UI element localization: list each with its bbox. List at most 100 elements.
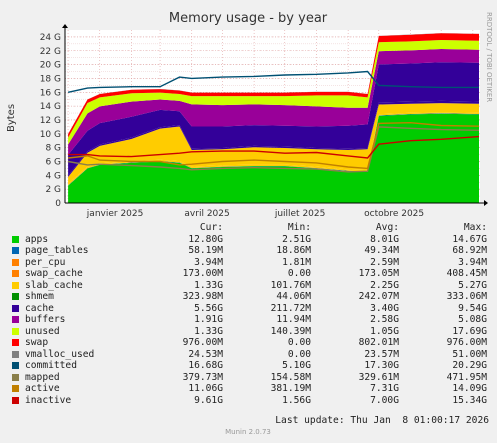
legend-min: 44.06M xyxy=(276,291,311,302)
legend-avg: 1.05G xyxy=(370,325,399,337)
y-ticks: 0 2 G 4 G 6 G 8 G 10 G 12 G 14 G 16 G 18 G 20 G 22 … xyxy=(40,33,62,209)
legend-avg: 8.01G xyxy=(370,233,399,245)
legend-swatch xyxy=(12,247,19,254)
legend-swatch xyxy=(12,270,19,277)
y-tick-label: 24 G xyxy=(40,33,61,43)
y-tick-label: 18 G xyxy=(40,74,61,84)
legend-name: swap xyxy=(25,337,49,348)
legend-name: mapped xyxy=(25,371,60,383)
legend-max: 15.34G xyxy=(452,394,487,406)
legend-row-cache: cache 5.56G 211.72M 3.40G 9.54G xyxy=(12,303,490,315)
legend-max: 5.27G xyxy=(458,279,487,291)
footer-version: Munin 2.0.73 xyxy=(225,428,271,436)
legend-max: 9.54G xyxy=(458,302,487,314)
legend-name: page_tables xyxy=(25,245,89,256)
legend-min: 0.00 xyxy=(287,348,311,360)
legend-max: 408.45M xyxy=(446,268,487,279)
legend-swatch xyxy=(12,396,19,404)
x-tick-label: juillet 2025 xyxy=(274,209,326,219)
y-tick-label: 20 G xyxy=(40,61,61,71)
legend-min: 11.94M xyxy=(276,314,311,325)
area-slab_cache xyxy=(68,103,479,184)
legend-row-apps: apps 12.80G 2.51G 8.01G 14.67G xyxy=(12,234,490,246)
legend-name: buffers xyxy=(25,314,66,325)
legend-max: 20.29G xyxy=(452,360,487,371)
legend-cur: 16.68G xyxy=(188,360,223,371)
x-tick-label: janvier 2025 xyxy=(86,209,144,219)
legend-name: per_cpu xyxy=(25,256,66,268)
legend-cur: 3.94M xyxy=(194,256,223,268)
legend-min: 381.19M xyxy=(270,383,311,394)
legend-min: 0.00 xyxy=(287,337,311,348)
legend-swatch xyxy=(12,235,19,243)
y-tick-label: 2 G xyxy=(45,185,61,195)
y-tick-label: 0 xyxy=(55,199,61,209)
legend-max: 14.67G xyxy=(452,233,487,245)
x-tick-label: avril 2025 xyxy=(184,209,229,219)
legend-row-mapped: mapped 379.73M 154.58M 329.61M 471.95M xyxy=(12,372,490,384)
legend-max: 68.92M xyxy=(452,245,487,256)
legend-swatch xyxy=(12,385,19,392)
legend-min: 1.56G xyxy=(282,394,311,406)
legend-row-vmalloc_used: vmalloc_used 24.53M 0.00 23.57M 51.00M xyxy=(12,349,490,361)
legend-header-avg: Avg: xyxy=(375,222,399,233)
legend-avg: 17.30G xyxy=(364,360,399,371)
legend-avg: 3.40G xyxy=(370,302,399,314)
legend-name: cache xyxy=(25,302,54,314)
legend-min: 18.86M xyxy=(276,245,311,256)
legend-name: shmem xyxy=(25,291,54,302)
legend-avg: 802.01M xyxy=(358,337,399,348)
x-axis-arrow xyxy=(484,200,488,206)
y-tick-label: 14 G xyxy=(40,102,61,112)
legend-cur: 9.61G xyxy=(194,394,223,406)
legend-swatch xyxy=(12,350,19,358)
legend-cur: 976.00M xyxy=(182,337,223,348)
legend-swatch xyxy=(12,373,19,381)
legend-max: 976.00M xyxy=(446,337,487,348)
legend-row-active: active 11.06G 381.19M 7.31G 14.09G xyxy=(12,383,490,395)
legend-avg: 173.05M xyxy=(358,268,399,279)
legend-name: inactive xyxy=(25,394,72,406)
legend-avg: 329.61M xyxy=(358,371,399,383)
legend-max: 5.08G xyxy=(458,314,487,325)
legend-min: 154.58M xyxy=(270,371,311,383)
legend-max: 51.00M xyxy=(452,348,487,360)
legend-header: Cur: Min: Avg: Max: xyxy=(12,222,490,234)
x-ticks: janvier 2025 avril 2025 juillet 2025 octobr… xyxy=(86,209,424,219)
legend-max: 3.94M xyxy=(458,256,487,268)
legend-swatch xyxy=(12,304,19,312)
legend-row-unused: unused 1.33G 140.39M 1.05G 17.69G xyxy=(12,326,490,338)
legend-avg: 2.58G xyxy=(370,314,399,325)
line-series xyxy=(67,70,480,173)
x-tick-label: octobre 2025 xyxy=(364,209,424,219)
y-tick-label: 4 G xyxy=(45,171,61,181)
last-update: Last update: Thu Jan 8 01:00:17 2026 xyxy=(275,415,489,426)
legend-avg: 23.57M xyxy=(364,348,399,360)
legend-min: 140.39M xyxy=(270,325,311,337)
legend-max: 17.69G xyxy=(452,325,487,337)
legend-header-max: Max: xyxy=(463,222,487,233)
legend-swatch xyxy=(12,293,19,300)
area-buffers xyxy=(68,49,479,155)
legend-cur: 323.98M xyxy=(182,291,223,302)
legend-row-buffers: buffers 1.91G 11.94M 2.58G 5.08G xyxy=(12,314,490,326)
legend-min: 1.81M xyxy=(282,256,311,268)
legend-name: unused xyxy=(25,325,60,337)
legend-cur: 58.19M xyxy=(188,245,223,256)
legend-avg: 242.07M xyxy=(358,291,399,302)
line-active xyxy=(68,121,480,170)
legend-min: 211.72M xyxy=(270,302,311,314)
y-tick-label: 22 G xyxy=(40,47,61,57)
legend-min: 101.76M xyxy=(270,279,311,291)
legend-cur: 24.53M xyxy=(188,348,223,360)
side-label: RRDTOOL / TOBI OETIKER xyxy=(485,12,493,102)
legend-row-committed: committed 16.68G 5.10G 17.30G 20.29G xyxy=(12,360,490,372)
legend-cur: 1.33G xyxy=(194,279,223,291)
y-tick-label: 10 G xyxy=(40,130,61,140)
legend-row-per_cpu: per_cpu 3.94M 1.81M 2.59M 3.94M xyxy=(12,257,490,269)
legend-cur: 1.91G xyxy=(194,314,223,325)
legend-avg: 2.59M xyxy=(370,256,399,268)
legend-avg: 7.00G xyxy=(370,394,399,406)
legend: Cur: Min: Avg: Max: apps 12.80G 2.51G 8.01G… xyxy=(12,222,490,406)
legend-swatch xyxy=(12,258,19,266)
